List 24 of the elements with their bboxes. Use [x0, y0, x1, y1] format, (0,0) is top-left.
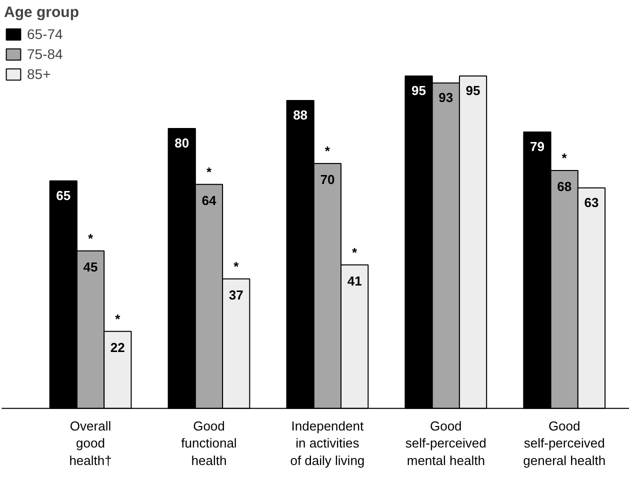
x-tick-label: Good functional health	[181, 418, 237, 468]
legend-label: 85+	[27, 66, 51, 82]
data-label: 80	[174, 135, 190, 150]
legend-label: 75-84	[27, 46, 63, 62]
x-tick-label: Good self-perceived general health	[523, 418, 606, 468]
x-tick-label: Independent in activities of daily living	[290, 418, 365, 468]
data-label: 65	[56, 188, 71, 203]
data-label: * 70	[320, 143, 335, 187]
data-label: * 41	[347, 244, 362, 288]
data-label: 93	[438, 90, 454, 105]
data-label: * 22	[110, 311, 125, 355]
data-label: * 68	[557, 150, 572, 194]
x-tick-label: Overall good health†	[69, 418, 112, 468]
data-label: 88	[293, 107, 308, 122]
x-tick-label: Good self-perceived mental health	[405, 418, 486, 468]
data-label: * 45	[83, 230, 98, 274]
legend-title: Age group	[4, 4, 79, 21]
data-label: 63	[584, 194, 599, 210]
legend-label: 65-74	[27, 26, 63, 42]
data-label: 95	[412, 82, 426, 98]
data-label: 95	[466, 82, 480, 98]
data-label: * 64	[202, 164, 217, 208]
data-label: * 37	[228, 258, 244, 302]
data-label: 79	[530, 138, 544, 154]
